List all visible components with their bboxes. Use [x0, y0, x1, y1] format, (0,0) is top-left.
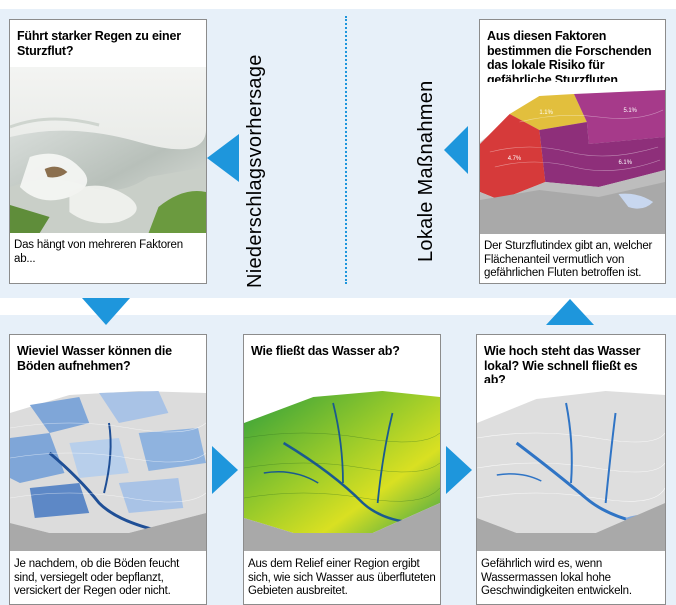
risk-map-illustration: 1.1% 5.1% 4.7% 6.1%	[480, 82, 665, 234]
risk-zone-label-1: 1.1%	[539, 110, 553, 116]
card-level-title: Wie hoch steht das Wasser lokal? Wie sch…	[484, 344, 641, 387]
card-rain-title: Führt starker Regen zu einer Sturzflut?	[17, 29, 181, 58]
dotted-divider	[345, 16, 347, 284]
card-flow: Wie fließt das Wasser ab? Aus dem Relief…	[243, 334, 441, 605]
label-niederschlagsvorhersage: Niederschlagsvorhersage	[244, 54, 266, 288]
card-soil-title: Wieviel Wasser können die Böden aufnehme…	[17, 344, 172, 373]
card-soil: Wieviel Wasser können die Böden aufnehme…	[9, 334, 207, 605]
arrow-right-icon	[212, 446, 238, 494]
flood-photo	[10, 67, 206, 233]
card-rain: Führt starker Regen zu einer Sturzflut? …	[9, 19, 207, 284]
card-risk-caption: Der Sturzflutindex gibt an, welcher Fläc…	[484, 240, 653, 279]
arrow-right-icon	[446, 446, 472, 494]
water-level-map-illustration	[477, 383, 665, 551]
card-rain-caption: Das hängt von mehreren Faktoren ab...	[14, 239, 183, 265]
risk-zone-label-4: 6.1%	[619, 160, 633, 166]
card-flow-title: Wie fließt das Wasser ab?	[251, 344, 400, 358]
arrow-left-icon	[444, 126, 468, 174]
soil-map-illustration	[10, 383, 206, 551]
card-risk-title: Aus diesen Faktoren bestimmen die Forsch…	[487, 29, 652, 87]
flow-map-illustration	[244, 383, 440, 551]
card-flow-caption: Aus dem Relief einer Region ergibt sich,…	[248, 558, 436, 597]
risk-zone-label-2: 5.1%	[623, 108, 637, 114]
arrow-left-icon	[207, 134, 239, 182]
card-soil-caption: Je nachdem, ob die Böden feucht sind, ve…	[14, 558, 180, 597]
card-level: Wie hoch steht das Wasser lokal? Wie sch…	[476, 334, 666, 605]
arrow-down-icon	[82, 298, 130, 325]
risk-zone-label-3: 4.7%	[508, 156, 522, 162]
label-lokale-massnahmen: Lokale Maßnahmen	[415, 80, 437, 262]
arrow-up-icon	[546, 299, 594, 325]
card-level-caption: Gefährlich wird es, wenn Wassermassen lo…	[481, 558, 632, 597]
card-risk: Aus diesen Faktoren bestimmen die Forsch…	[479, 19, 666, 284]
